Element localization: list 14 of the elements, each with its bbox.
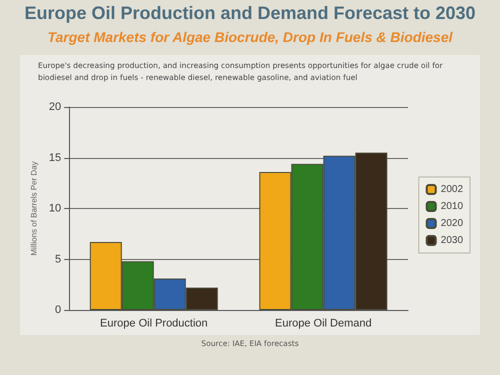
legend-label: 2020 — [440, 218, 464, 229]
x-tick-label: Europe Oil Demand — [274, 318, 372, 330]
chart-title: Europe Oil Production and Demand Forecast to 2030 — [23, 3, 477, 24]
y-tick-label: 5 — [55, 253, 62, 266]
chart-subtitle: Target Markets for Algae Biocrude, Drop In Fuels & Biodiesel — [46, 29, 454, 45]
y-tick-label: 10 — [48, 202, 62, 214]
y-tick-label: 0 — [55, 304, 62, 316]
y-axis-title: Millions of Barrels Per Day — [30, 161, 38, 256]
legend-label: 2002 — [440, 184, 464, 195]
legend-label: 2010 — [440, 201, 464, 212]
x-tick-label: Europe Oil Production — [100, 318, 208, 330]
y-tick-label: 15 — [48, 152, 62, 164]
legend-label: 2030 — [440, 235, 464, 246]
y-tick-label: 20 — [48, 101, 62, 113]
